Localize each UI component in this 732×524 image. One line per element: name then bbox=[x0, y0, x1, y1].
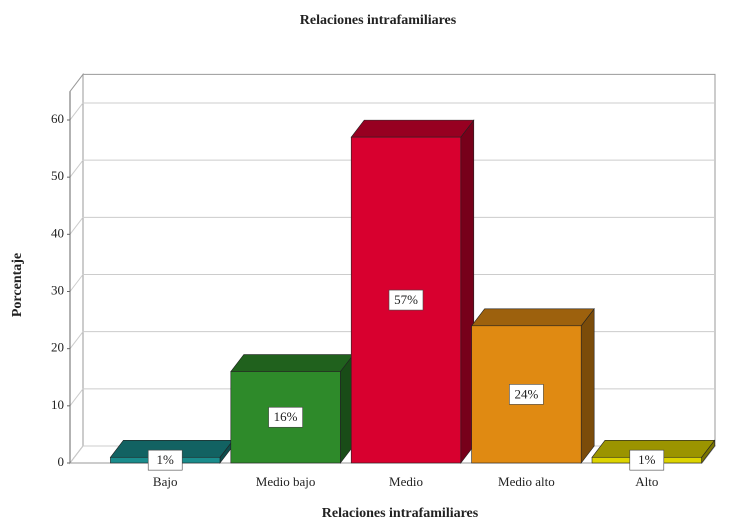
y-tick-label: 0 bbox=[58, 454, 65, 469]
grid-line bbox=[69, 274, 84, 292]
x-tick-label: Medio alto bbox=[498, 474, 555, 489]
x-tick-label: Medio bajo bbox=[256, 474, 316, 489]
bar-top bbox=[350, 119, 475, 138]
grid-line bbox=[69, 217, 84, 235]
value-label: 57% bbox=[394, 292, 418, 307]
x-tick-label: Medio bbox=[389, 474, 423, 489]
value-label-box bbox=[388, 289, 424, 311]
chart-title: Relaciones intrafamiliares bbox=[300, 13, 457, 28]
grid-line bbox=[69, 388, 84, 407]
value-label-box bbox=[147, 449, 183, 471]
grid-line bbox=[69, 331, 84, 349]
y-tick-label: 40 bbox=[51, 225, 64, 240]
value-label: 1% bbox=[638, 452, 656, 467]
y-axis-title: Porcentaje bbox=[10, 253, 25, 317]
y-tick-label: 30 bbox=[51, 282, 64, 297]
value-label-box bbox=[629, 449, 665, 471]
y-tick-label: 60 bbox=[51, 111, 64, 126]
bar-top bbox=[230, 354, 354, 372]
grid-line bbox=[69, 445, 84, 464]
value-label-box bbox=[509, 384, 544, 405]
x-tick-label: Bajo bbox=[153, 474, 178, 489]
y-tick-label: 20 bbox=[51, 340, 64, 355]
bar-top bbox=[471, 308, 595, 327]
y-tick-label: 10 bbox=[51, 397, 64, 412]
value-label: 16% bbox=[274, 409, 298, 424]
x-axis-title: Relaciones intrafamiliares bbox=[322, 506, 479, 521]
value-label-box bbox=[268, 406, 303, 428]
value-label: 24% bbox=[514, 386, 538, 401]
grid-line bbox=[69, 102, 84, 121]
x-tick-label: Alto bbox=[635, 474, 658, 489]
grid-line bbox=[69, 159, 84, 178]
value-label: 1% bbox=[157, 452, 175, 467]
bar-side bbox=[580, 307, 595, 464]
y-tick-label: 50 bbox=[51, 168, 64, 183]
side-wall bbox=[69, 72, 84, 465]
